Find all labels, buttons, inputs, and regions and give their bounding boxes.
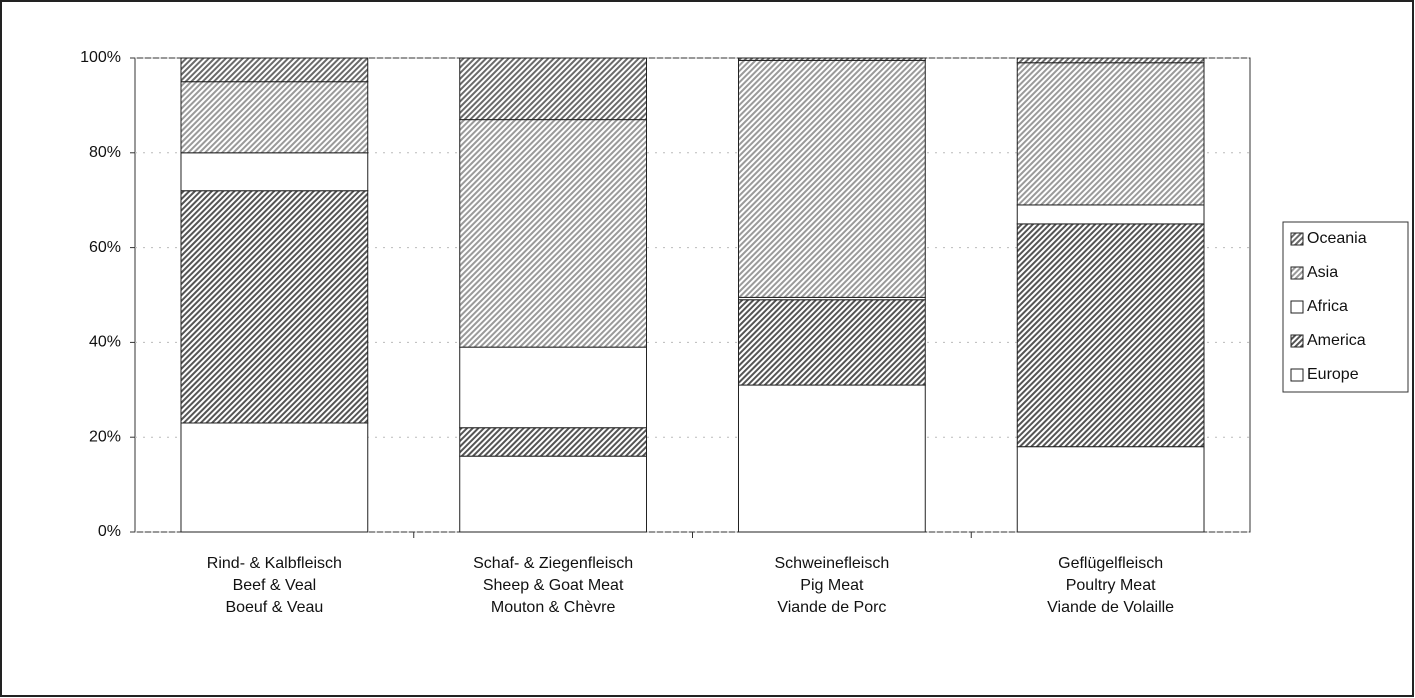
bar-segment (459, 57, 648, 121)
x-tick-label: Boeuf & Veau (225, 599, 323, 616)
legend-swatch (1290, 334, 1304, 348)
bar-segment (737, 299, 926, 386)
legend-box (1282, 221, 1409, 393)
legend-swatch (1290, 300, 1304, 314)
x-tick-label: Mouton & Chèvre (491, 599, 616, 616)
bar-segment (459, 455, 648, 533)
x-tick-label: Sheep & Goat Meat (483, 577, 624, 594)
legend-swatch (1290, 368, 1304, 382)
bar-segment (1016, 223, 1205, 448)
legend-label: Oceania (1307, 230, 1367, 247)
legend-label: Asia (1307, 264, 1338, 281)
x-tick-label: Beef & Veal (233, 577, 317, 594)
legend-swatch (1290, 266, 1304, 280)
x-tick-label: Schweinefleisch (775, 555, 890, 572)
y-tick-label: 20% (89, 428, 121, 445)
bar-segment (180, 57, 369, 83)
bar-segment (737, 57, 926, 61)
bar-segment (1016, 446, 1205, 533)
bar-segment (1016, 204, 1205, 225)
bar-segment (737, 384, 926, 533)
bar-segment (180, 81, 369, 154)
legend-swatch (1290, 232, 1304, 246)
y-tick-label: 40% (89, 334, 121, 351)
y-tick-label: 80% (89, 144, 121, 161)
bar-segment (1016, 62, 1205, 206)
x-tick-label: Pig Meat (800, 577, 864, 594)
bar-segment (1016, 57, 1205, 64)
bar-segment (459, 119, 648, 348)
bar-segment (180, 422, 369, 533)
x-tick-label: Viande de Volaille (1047, 599, 1174, 616)
x-tick-label: Poultry Meat (1066, 577, 1156, 594)
x-tick-label: Geflügelfleisch (1058, 555, 1163, 572)
bar-segment (737, 59, 926, 298)
legend-label: Africa (1307, 298, 1348, 315)
bar-segment (180, 190, 369, 424)
x-tick-label: Rind- & Kalbfleisch (207, 555, 342, 572)
bar-segment (459, 427, 648, 457)
bar-segment (459, 346, 648, 429)
y-tick-label: 60% (89, 239, 121, 256)
x-tick-label: Schaf- & Ziegenfleisch (473, 555, 633, 572)
x-tick-label: Viande de Porc (777, 599, 886, 616)
y-tick-label: 0% (98, 523, 121, 540)
legend-label: Europe (1307, 366, 1359, 383)
y-tick-label: 100% (80, 49, 121, 66)
bar-segment (180, 152, 369, 192)
legend-label: America (1307, 332, 1366, 349)
